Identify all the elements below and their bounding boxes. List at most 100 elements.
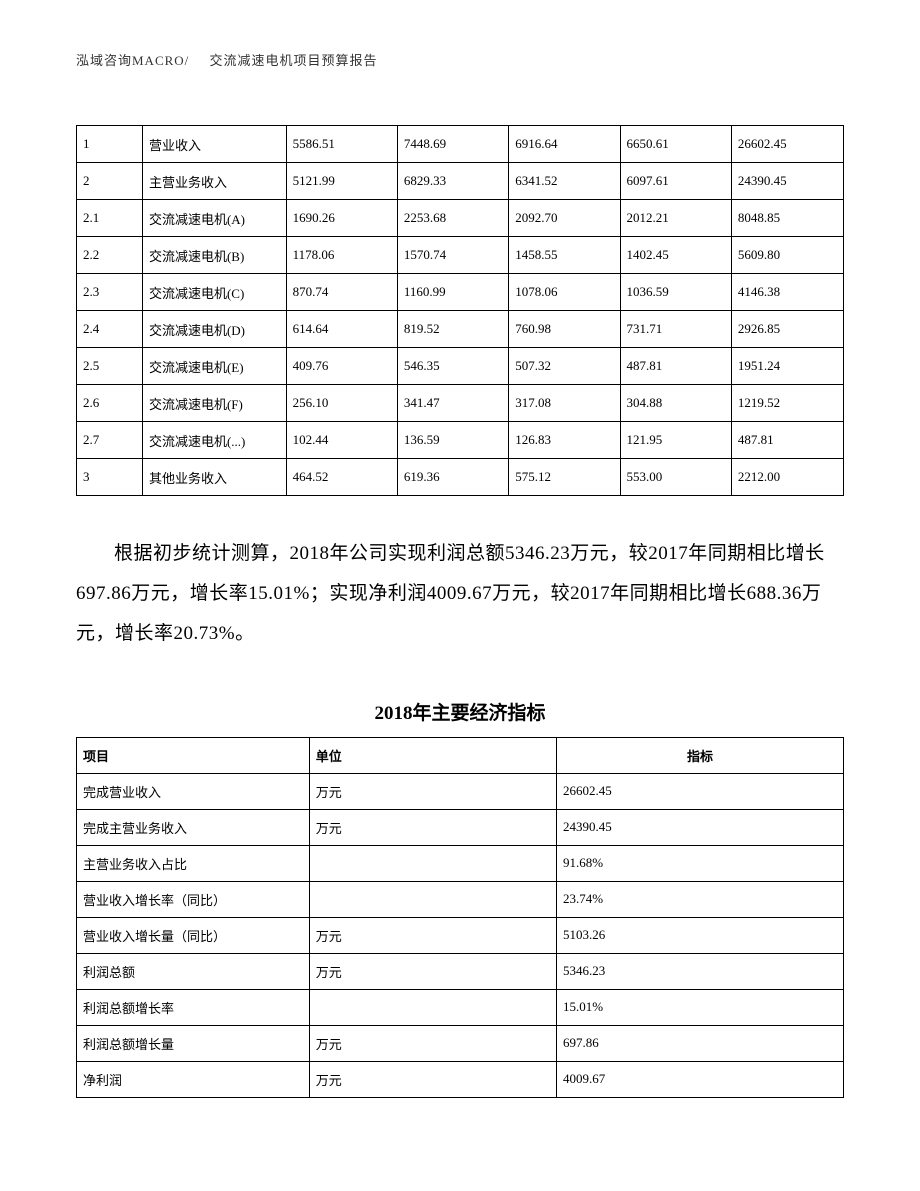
table-cell: 15.01%: [556, 989, 843, 1025]
table-cell: 万元: [309, 917, 556, 953]
table-row: 2主营业务收入5121.996829.336341.526097.6124390…: [77, 163, 844, 200]
table-row: 营业收入增长率（同比）23.74%: [77, 881, 844, 917]
table-cell: 5121.99: [286, 163, 397, 200]
table-cell: 2253.68: [397, 200, 508, 237]
table-row: 净利润万元4009.67: [77, 1061, 844, 1097]
indicator-table: 项目 单位 指标 完成营业收入万元26602.45完成主营业务收入万元24390…: [76, 737, 844, 1098]
table-cell: 万元: [309, 1025, 556, 1061]
table-cell: 304.88: [620, 385, 731, 422]
table-row: 营业收入增长量（同比）万元5103.26: [77, 917, 844, 953]
table-cell: 2.2: [77, 237, 143, 274]
table-cell: 营业收入增长量（同比）: [77, 917, 310, 953]
table-cell: 575.12: [509, 459, 620, 496]
table-row: 完成营业收入万元26602.45: [77, 773, 844, 809]
table-cell: 26602.45: [556, 773, 843, 809]
table-cell: 126.83: [509, 422, 620, 459]
table-cell: 6097.61: [620, 163, 731, 200]
summary-paragraph: 根据初步统计测算，2018年公司实现利润总额5346.23万元，较2017年同期…: [76, 534, 844, 654]
table-cell: 24390.45: [731, 163, 843, 200]
table-cell: 利润总额增长率: [77, 989, 310, 1025]
table-cell: 24390.45: [556, 809, 843, 845]
table-cell: 1951.24: [731, 348, 843, 385]
table-row: 2.4交流减速电机(D)614.64819.52760.98731.712926…: [77, 311, 844, 348]
table-cell: 交流减速电机(A): [142, 200, 286, 237]
table-cell: 2: [77, 163, 143, 200]
table-cell: 731.71: [620, 311, 731, 348]
revenue-breakdown-table: 1营业收入5586.517448.696916.646650.6126602.4…: [76, 125, 844, 496]
table-row: 2.5交流减速电机(E)409.76546.35507.32487.811951…: [77, 348, 844, 385]
table-cell: 2092.70: [509, 200, 620, 237]
table-cell: 4146.38: [731, 274, 843, 311]
table-cell: 交流减速电机(D): [142, 311, 286, 348]
table-cell: 619.36: [397, 459, 508, 496]
table-header-cell: 单位: [309, 737, 556, 773]
table-cell: 1570.74: [397, 237, 508, 274]
table-cell: 1690.26: [286, 200, 397, 237]
table-cell: 614.64: [286, 311, 397, 348]
table-cell: 2.3: [77, 274, 143, 311]
table-cell: 万元: [309, 1061, 556, 1097]
table-cell: 5103.26: [556, 917, 843, 953]
header-right: 交流减速电机项目预算报告: [210, 53, 378, 68]
table-cell: 利润总额增长量: [77, 1025, 310, 1061]
table-cell: 利润总额: [77, 953, 310, 989]
table-row: 2.3交流减速电机(C)870.741160.991078.061036.594…: [77, 274, 844, 311]
table-cell: 553.00: [620, 459, 731, 496]
table-cell: 487.81: [731, 422, 843, 459]
table-cell: 4009.67: [556, 1061, 843, 1097]
table-cell: 6829.33: [397, 163, 508, 200]
table-cell: 8048.85: [731, 200, 843, 237]
table-cell: 2926.85: [731, 311, 843, 348]
table-cell: 102.44: [286, 422, 397, 459]
table-cell: [309, 881, 556, 917]
table-cell: 5586.51: [286, 126, 397, 163]
table-cell: 507.32: [509, 348, 620, 385]
table-cell: 136.59: [397, 422, 508, 459]
table-cell: 121.95: [620, 422, 731, 459]
table-row: 利润总额增长量万元697.86: [77, 1025, 844, 1061]
table-cell: 697.86: [556, 1025, 843, 1061]
table-cell: [309, 989, 556, 1025]
table-cell: 464.52: [286, 459, 397, 496]
table-cell: 317.08: [509, 385, 620, 422]
table-cell: 2.4: [77, 311, 143, 348]
table-cell: 2.5: [77, 348, 143, 385]
table-cell: 2.6: [77, 385, 143, 422]
table-cell: 万元: [309, 809, 556, 845]
table-row: 利润总额万元5346.23: [77, 953, 844, 989]
table-cell: 5609.80: [731, 237, 843, 274]
table-cell: 6341.52: [509, 163, 620, 200]
table-cell: 1178.06: [286, 237, 397, 274]
table-cell: 1160.99: [397, 274, 508, 311]
table-cell: 2.7: [77, 422, 143, 459]
indicator-table-title: 2018年主要经济指标: [76, 698, 844, 725]
header-left: 泓域咨询MACRO/: [76, 53, 189, 68]
table-cell: 6916.64: [509, 126, 620, 163]
table-row: 2.7交流减速电机(...)102.44136.59126.83121.9548…: [77, 422, 844, 459]
table-cell: 2212.00: [731, 459, 843, 496]
table-cell: 409.76: [286, 348, 397, 385]
table-header-cell: 项目: [77, 737, 310, 773]
table-row: 2.2交流减速电机(B)1178.061570.741458.551402.45…: [77, 237, 844, 274]
page-header: 泓域咨询MACRO/ 交流减速电机项目预算报告: [76, 50, 844, 69]
table-cell: 5346.23: [556, 953, 843, 989]
table-cell: 1: [77, 126, 143, 163]
table-cell: 341.47: [397, 385, 508, 422]
table-row: 主营业务收入占比91.68%: [77, 845, 844, 881]
table-cell: 营业收入增长率（同比）: [77, 881, 310, 917]
table-cell: 万元: [309, 773, 556, 809]
table-row: 2.6交流减速电机(F)256.10341.47317.08304.881219…: [77, 385, 844, 422]
table-row: 3其他业务收入464.52619.36575.12553.002212.00: [77, 459, 844, 496]
table-cell: 1402.45: [620, 237, 731, 274]
table-cell: 3: [77, 459, 143, 496]
table-cell: 完成主营业务收入: [77, 809, 310, 845]
table-cell: 交流减速电机(...): [142, 422, 286, 459]
table-cell: 1036.59: [620, 274, 731, 311]
table-cell: 760.98: [509, 311, 620, 348]
table-cell: 546.35: [397, 348, 508, 385]
table-cell: 7448.69: [397, 126, 508, 163]
table-row: 2.1交流减速电机(A)1690.262253.682092.702012.21…: [77, 200, 844, 237]
table-cell: 交流减速电机(C): [142, 274, 286, 311]
table-cell: [309, 845, 556, 881]
table-row: 完成主营业务收入万元24390.45: [77, 809, 844, 845]
